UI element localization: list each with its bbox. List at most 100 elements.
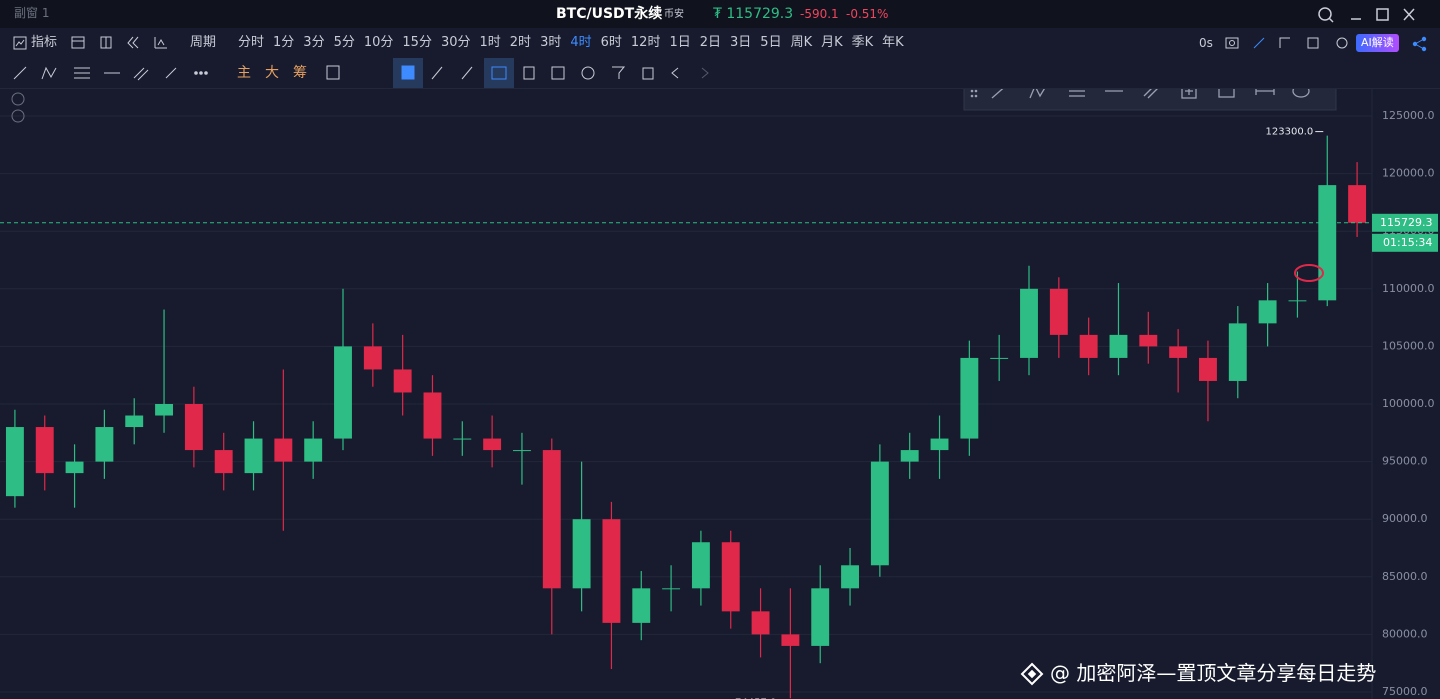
overlay-button[interactable]: 大	[265, 65, 279, 81]
candle-body	[721, 542, 740, 612]
countdown-tag	[1372, 233, 1438, 252]
change: -590.1	[800, 7, 839, 21]
interval-list: 分时 1分 3分 5分 10分 15分 30分 1时 2时 3时 4时 6时 12时 1日 2日 3日 5日 周K…	[238, 28, 904, 58]
candle-body	[334, 346, 352, 439]
candle-body	[572, 519, 591, 589]
y-tick-label: 120000.0	[1382, 167, 1435, 180]
collapse-icons[interactable]	[11, 92, 25, 123]
candle-body	[1139, 334, 1158, 347]
interval-button[interactable]: 1分	[273, 35, 295, 50]
candle-body	[930, 438, 949, 451]
candle-body	[95, 427, 114, 462]
y-tick-label: 125000.0	[1382, 109, 1435, 122]
candle-body	[35, 427, 54, 474]
candle-body	[602, 519, 621, 623]
low-annotation: 74457.0	[735, 697, 776, 699]
price: ₮ 115729.3	[713, 6, 794, 22]
title-bar: 副窗 1 BTC/USDT永续 币安 ₮ 115729.3 -590.1 -0.…	[0, 0, 1440, 28]
last-price-label: 115729.3	[1380, 216, 1433, 229]
candle-body	[453, 438, 472, 440]
interval-button[interactable]: 分时	[238, 35, 265, 50]
candle-body	[1199, 357, 1217, 381]
candle-body	[1288, 300, 1307, 302]
y-tick-label: 80000.0	[1382, 627, 1428, 640]
high-annotation: 123300.0	[1266, 127, 1314, 138]
interval-button[interactable]: 季K	[851, 35, 874, 50]
window-title: 副窗 1	[14, 6, 50, 20]
share-icon[interactable]	[1412, 36, 1428, 52]
interval-button[interactable]: 30分	[440, 35, 471, 50]
interval-button[interactable]: 年K	[882, 35, 904, 50]
candle-body	[1079, 334, 1098, 358]
candle-body	[1228, 323, 1247, 381]
countdown-label: 01:15:34	[1383, 236, 1432, 249]
overlay-button[interactable]: 筹	[293, 65, 307, 81]
toolbar-icons[interactable]	[70, 34, 190, 52]
interval-button[interactable]: 1日	[669, 35, 691, 50]
candle-body	[125, 415, 144, 428]
drawing-tools: 主大筹	[0, 58, 1440, 89]
y-tick-label: 105000.0	[1382, 339, 1435, 352]
interval-button[interactable]: 2日	[699, 35, 722, 50]
interval-button[interactable]: 月K	[821, 35, 843, 50]
interval-button[interactable]: 周K	[790, 35, 813, 50]
indicator-icon	[13, 36, 27, 50]
candle-body	[1169, 346, 1188, 358]
interval-button[interactable]: 5日	[760, 35, 782, 50]
candle-body	[870, 461, 889, 566]
symbol[interactable]: BTC/USDT永续	[556, 6, 663, 22]
interval-button[interactable]: 10分	[363, 35, 394, 50]
y-tick-label: 100000.0	[1382, 397, 1435, 410]
indicators-button[interactable]: 指标	[31, 35, 58, 50]
candle-body	[423, 392, 442, 439]
tool-icons[interactable]	[322, 58, 722, 88]
window-controls[interactable]	[1315, 6, 1425, 24]
candle-body	[184, 404, 203, 451]
interval-button[interactable]: 15分	[402, 35, 432, 50]
interval-button[interactable]: 12时	[630, 35, 661, 50]
interval-button[interactable]: 1时	[479, 35, 501, 50]
candle-body	[155, 404, 173, 416]
y-tick-label: 110000.0	[1382, 282, 1435, 295]
candle-body	[1348, 185, 1367, 223]
interval-button[interactable]: 4时	[570, 35, 592, 50]
candle-body	[1318, 185, 1337, 301]
candle-body	[900, 450, 919, 462]
candle-body	[393, 369, 412, 393]
toolbar-right-icons[interactable]	[1224, 35, 1354, 51]
toolbar: 指标 周期 分时 1分 3分 5分 10分 15分 30分 1时 2时 3时 4时 6时 12时 1日 2日…	[0, 28, 1440, 58]
overlay-list: 主大筹	[237, 58, 307, 88]
candle-body	[751, 611, 770, 635]
candle-body	[841, 565, 859, 589]
candle-body	[363, 346, 382, 370]
interval-button[interactable]: 6时	[600, 35, 622, 50]
candle-body	[5, 427, 24, 497]
overlay-button[interactable]: 主	[237, 65, 251, 81]
candle-body	[632, 588, 651, 623]
line-tools[interactable]	[10, 64, 220, 82]
interval-button[interactable]: 2时	[509, 35, 532, 50]
interval-button[interactable]: 5分	[333, 35, 355, 50]
y-tick-label: 90000.0	[1382, 512, 1428, 525]
highlight-circle	[1294, 264, 1324, 282]
candle-body	[304, 438, 323, 462]
candle-body	[691, 542, 710, 589]
candle-body	[214, 450, 233, 474]
candle-body	[990, 357, 1009, 359]
candle-body	[274, 438, 293, 462]
interval-button[interactable]: 3日	[730, 35, 752, 50]
y-tick-label: 95000.0	[1382, 455, 1428, 468]
candle-body	[513, 450, 531, 452]
interval-button[interactable]: 3时	[540, 35, 562, 50]
change-pct: -0.51%	[846, 7, 889, 21]
watermark-logo	[1020, 662, 1044, 686]
interval-button[interactable]: 3分	[303, 35, 325, 50]
y-tick-label: 75000.0	[1382, 685, 1428, 698]
period-button[interactable]: 周期	[190, 35, 217, 50]
countdown-setting[interactable]: 0s	[1199, 36, 1213, 50]
candle-body	[1109, 334, 1128, 358]
ai-button[interactable]: AI解读	[1356, 34, 1399, 52]
candle-body	[542, 450, 561, 589]
